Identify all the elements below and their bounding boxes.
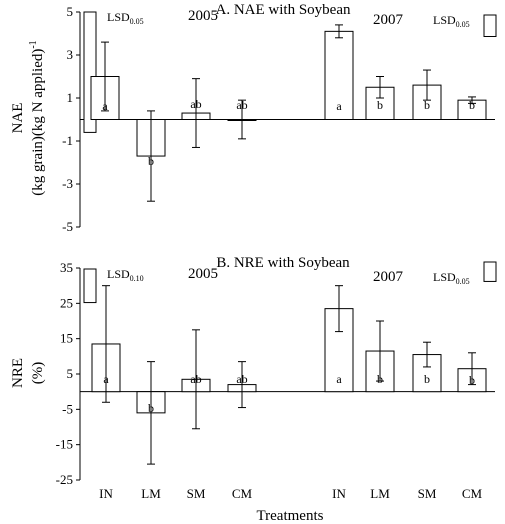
panel-a-y-tick-label: 5 xyxy=(67,4,74,19)
panel-b-significance-letter: a xyxy=(103,372,109,386)
panel-a-y-tick-label: 1 xyxy=(67,90,74,105)
panel-b-category-label: SM xyxy=(187,486,206,501)
panel-a-significance-letter: ab xyxy=(236,98,247,112)
panel-b-category-label: LM xyxy=(141,486,161,501)
panel-a-significance-letter: b xyxy=(377,98,383,112)
panel-a-year-label: 2007 xyxy=(373,12,404,28)
panel-a-title: A. NAE with Soybean xyxy=(216,2,351,18)
panel-b-category-label: CM xyxy=(462,486,483,501)
panel-a-ylabel-line2: (kg grain)(kg N applied)-1 xyxy=(28,40,46,195)
panel-b-y-tick-label: -25 xyxy=(56,472,73,487)
panel-b-ylabel-line1: NRE xyxy=(10,358,26,388)
panel-a-significance-letter: ab xyxy=(190,97,201,111)
panel-b-y-tick-label: -15 xyxy=(56,437,73,452)
panel-a-significance-letter: b xyxy=(424,98,430,112)
panel-b-y-tick-label: 35 xyxy=(60,260,73,275)
panel-a-lsd-bar xyxy=(483,14,497,37)
panel-b-year-label: 2007 xyxy=(373,269,404,285)
panel-b-y-tick-label: -5 xyxy=(62,401,73,416)
panel-b-significance-letter: b xyxy=(469,373,475,387)
panel-b-nre-chart: B. NRE with Soybean NRE (%) Treatments 3… xyxy=(10,255,497,524)
panel-a-year-label: 2005 xyxy=(188,8,218,24)
panel-a-significance-letter: b xyxy=(469,98,475,112)
panel-b-significance-letter: ab xyxy=(190,372,201,386)
panel-a-significance-letter: a xyxy=(102,99,108,113)
panel-b-lsd-subscript: 0.10 xyxy=(130,274,144,283)
panel-b-title: B. NRE with Soybean xyxy=(216,255,350,271)
panel-b-ylabel-line2: (%) xyxy=(30,362,46,385)
panel-b-category-label: CM xyxy=(232,486,253,501)
panel-b-category-label: IN xyxy=(99,486,113,501)
panel-b-significance-letter: b xyxy=(424,372,430,386)
panel-b-y-tick-label: 25 xyxy=(60,295,73,310)
panel-a-ylabel-units: (kg grain)(kg N applied) xyxy=(30,49,46,196)
panel-a-y-tick-label: -3 xyxy=(62,176,73,191)
panel-b-y-tick-label: 5 xyxy=(67,366,74,381)
panel-a-lsd-label: LSD0.05 xyxy=(433,13,470,29)
panel-b-significance-letter: b xyxy=(377,372,383,386)
panel-a-lsd-label: LSD0.05 xyxy=(107,10,144,26)
panel-b-year-label: 2005 xyxy=(188,266,218,282)
panel-b-lsd-bar xyxy=(483,261,497,282)
panel-b-lsd-label: LSD0.05 xyxy=(433,270,470,286)
panel-b-xlabel: Treatments xyxy=(257,508,324,524)
panel-a-significance-letter: b xyxy=(148,154,154,168)
panel-a-y-tick-label: 3 xyxy=(67,47,74,62)
panel-b-lsd-label: LSD0.10 xyxy=(107,267,144,283)
panel-b-category-label: SM xyxy=(418,486,437,501)
panel-a-significance-letter: a xyxy=(336,99,342,113)
panel-b-y-tick-label: 15 xyxy=(60,331,73,346)
panel-a-ylabel-line1: NAE xyxy=(10,103,26,134)
panel-b-significance-letter: a xyxy=(336,372,342,386)
panel-b-category-label: LM xyxy=(370,486,390,501)
panel-a-y-tick-label: -1 xyxy=(62,133,73,148)
panel-b-category-label: IN xyxy=(332,486,346,501)
panel-b-significance-letter: ab xyxy=(236,372,247,386)
panel-b-significance-letter: b xyxy=(148,401,154,415)
panel-b-lsd-bar xyxy=(83,268,97,304)
panel-a-lsd-subscript: 0.05 xyxy=(130,17,144,26)
panel-a-y-tick-label: -5 xyxy=(62,219,73,234)
panel-b-lsd-subscript: 0.05 xyxy=(456,277,470,286)
panel-a-lsd-subscript: 0.05 xyxy=(456,20,470,29)
panel-a-nae-chart: A. NAE with Soybean NAE (kg grain)(kg N … xyxy=(10,2,497,234)
panel-a-ylabel-exponent: -1 xyxy=(28,40,39,48)
